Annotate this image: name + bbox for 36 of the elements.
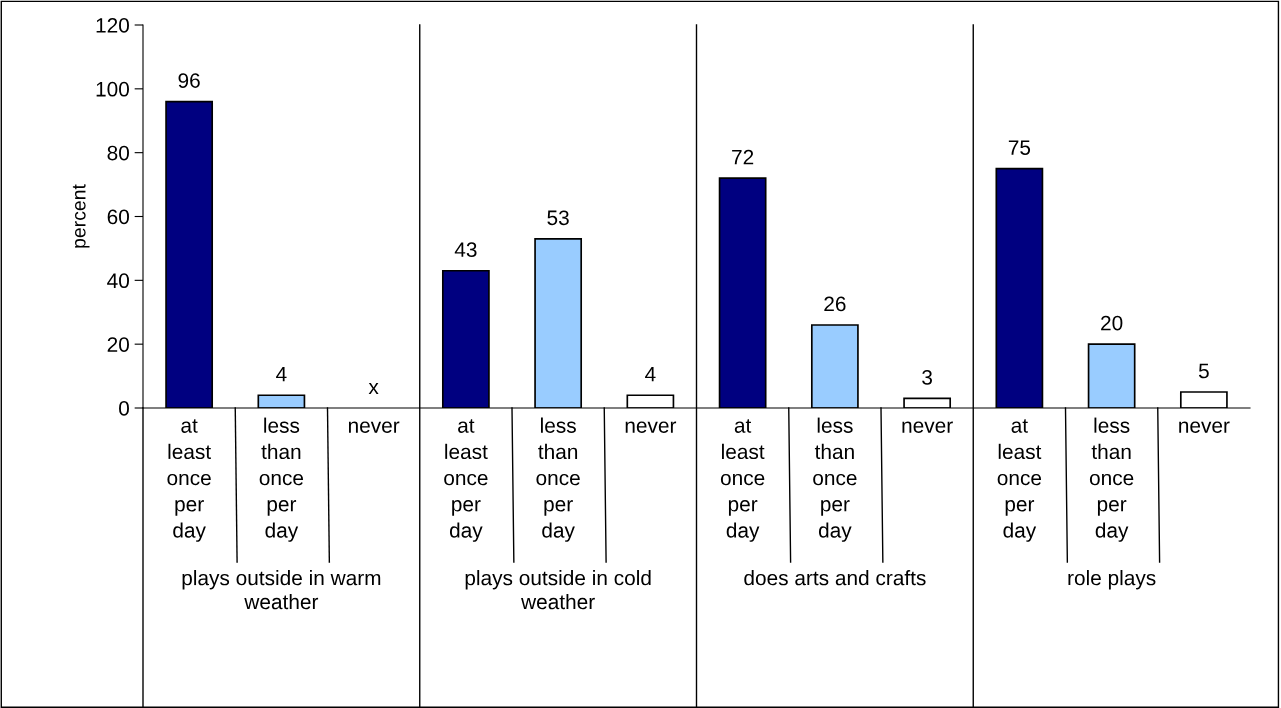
text: does arts and crafts [744, 570, 926, 586]
data-label: 53 [547, 210, 569, 226]
y-tick-label: 60 [107, 209, 129, 225]
x-tick-label: never [902, 421, 953, 433]
x-tick-label: never [625, 421, 677, 433]
x-tick-label: less than once per day [259, 417, 304, 542]
y-tick-label: 40 [107, 273, 129, 289]
y-tick-label: 80 [107, 145, 129, 161]
data-label: 3 [922, 369, 932, 385]
data-label: 5 [1198, 363, 1209, 379]
text: plays outside in warm weather [182, 570, 381, 610]
y-tick-label: 20 [107, 337, 129, 352]
y-tick-label: 100 [96, 81, 129, 97]
x-tick-label: at least once per day [444, 419, 488, 542]
y-tick-label: 0 [119, 401, 129, 416]
x-tick-label: less than once per day [1089, 417, 1134, 542]
data-label: 75 [1008, 140, 1031, 155]
x-tick-label: less than once per day [536, 417, 580, 542]
x-tick-label: at least once per day [167, 419, 211, 542]
x-tick-label: never [1179, 421, 1230, 433]
text: x [368, 383, 379, 395]
y-tick-label: 120 [96, 18, 129, 33]
data-label: 26 [824, 296, 846, 312]
text: role plays [1068, 570, 1156, 590]
text: plays outside in cold weather [465, 570, 651, 610]
x-tick-label: never [348, 421, 400, 433]
x-tick-label: at least once per day [720, 419, 765, 542]
x-tick-label: less than once per day [813, 417, 857, 542]
data-label: 96 [178, 73, 200, 88]
data-label: 4 [645, 367, 656, 382]
data-label: 43 [454, 242, 477, 258]
data-label: 4 [276, 367, 287, 382]
data-label: 20 [1101, 315, 1123, 331]
y-axis-title: percent [72, 184, 90, 248]
data-label: 72 [732, 149, 754, 165]
x-tick-label: at least once per day [997, 419, 1042, 542]
